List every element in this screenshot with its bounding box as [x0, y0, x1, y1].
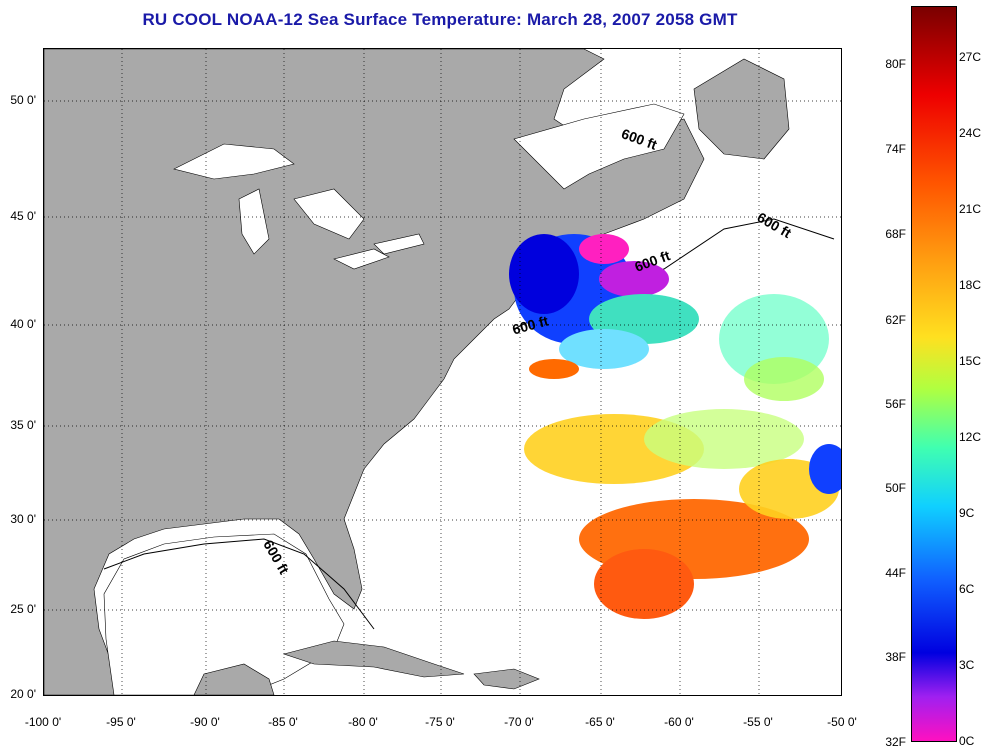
st-lawrence-water	[513, 103, 685, 190]
temperature-colorbar	[911, 6, 957, 742]
colorbar-f-74: 74F	[885, 142, 906, 156]
map-canvas	[44, 49, 841, 695]
hispaniola-land	[473, 668, 540, 690]
colorbar-f-38: 38F	[885, 650, 906, 664]
cuba-land	[282, 640, 465, 678]
colorbar-c-3: 3C	[959, 658, 975, 672]
lon-label-60: -60 0'	[664, 715, 694, 729]
colorbar-f-44: 44F	[885, 566, 906, 580]
colorbar-c-6: 6C	[959, 582, 975, 596]
yucatan-land	[193, 663, 275, 695]
colorbar-c-0: 0C	[959, 734, 975, 748]
north-america-land	[44, 49, 705, 695]
lon-label-100: -100 0'	[24, 715, 62, 729]
contour-600ft-gulf	[103, 538, 375, 630]
lon-label-90: -90 0'	[190, 715, 220, 729]
lat-label-25: 25 0'	[10, 602, 36, 616]
lat-label-20: 20 0'	[10, 687, 36, 701]
lon-label-55: -55 0'	[743, 715, 773, 729]
lon-label-95: -95 0'	[106, 715, 136, 729]
lon-label-80: -80 0'	[348, 715, 378, 729]
colorbar-f-80: 80F	[885, 57, 906, 71]
colorbar-f-32: 32F	[885, 735, 906, 749]
map-title: RU COOL NOAA-12 Sea Surface Temperature:…	[142, 10, 738, 29]
lat-label-45: 45 0'	[10, 209, 36, 223]
sst-map[interactable]: 600 ft 600 ft 600 ft 600 ft 600 ft	[43, 48, 842, 696]
great-lakes	[173, 143, 425, 270]
lat-label-30: 30 0'	[10, 512, 36, 526]
colorbar-f-56: 56F	[885, 397, 906, 411]
lat-label-40: 40 0'	[10, 317, 36, 331]
colorbar-c-18: 18C	[959, 278, 982, 292]
lat-label-50: 50 0'	[10, 93, 36, 107]
colorbar-c-24: 24C	[959, 126, 982, 140]
newfoundland-land	[693, 58, 790, 160]
lon-label-50: -50 0'	[827, 715, 857, 729]
colorbar-c-27: 27C	[959, 50, 982, 64]
lon-label-75: -75 0'	[425, 715, 455, 729]
colorbar-c-9: 9C	[959, 506, 975, 520]
colorbar-c-12: 12C	[959, 430, 982, 444]
lat-label-35: 35 0'	[10, 418, 36, 432]
colorbar-f-68: 68F	[885, 227, 906, 241]
gulf-water	[103, 533, 345, 695]
colorbar-f-62: 62F	[885, 313, 906, 327]
graticule	[44, 49, 841, 695]
colorbar-c-15: 15C	[959, 354, 982, 368]
sst-data	[509, 234, 841, 619]
lon-label-85: -85 0'	[268, 715, 298, 729]
lon-label-65: -65 0'	[585, 715, 615, 729]
colorbar-c-21: 21C	[959, 202, 982, 216]
lon-label-70: -70 0'	[504, 715, 534, 729]
colorbar-f-50: 50F	[885, 481, 906, 495]
